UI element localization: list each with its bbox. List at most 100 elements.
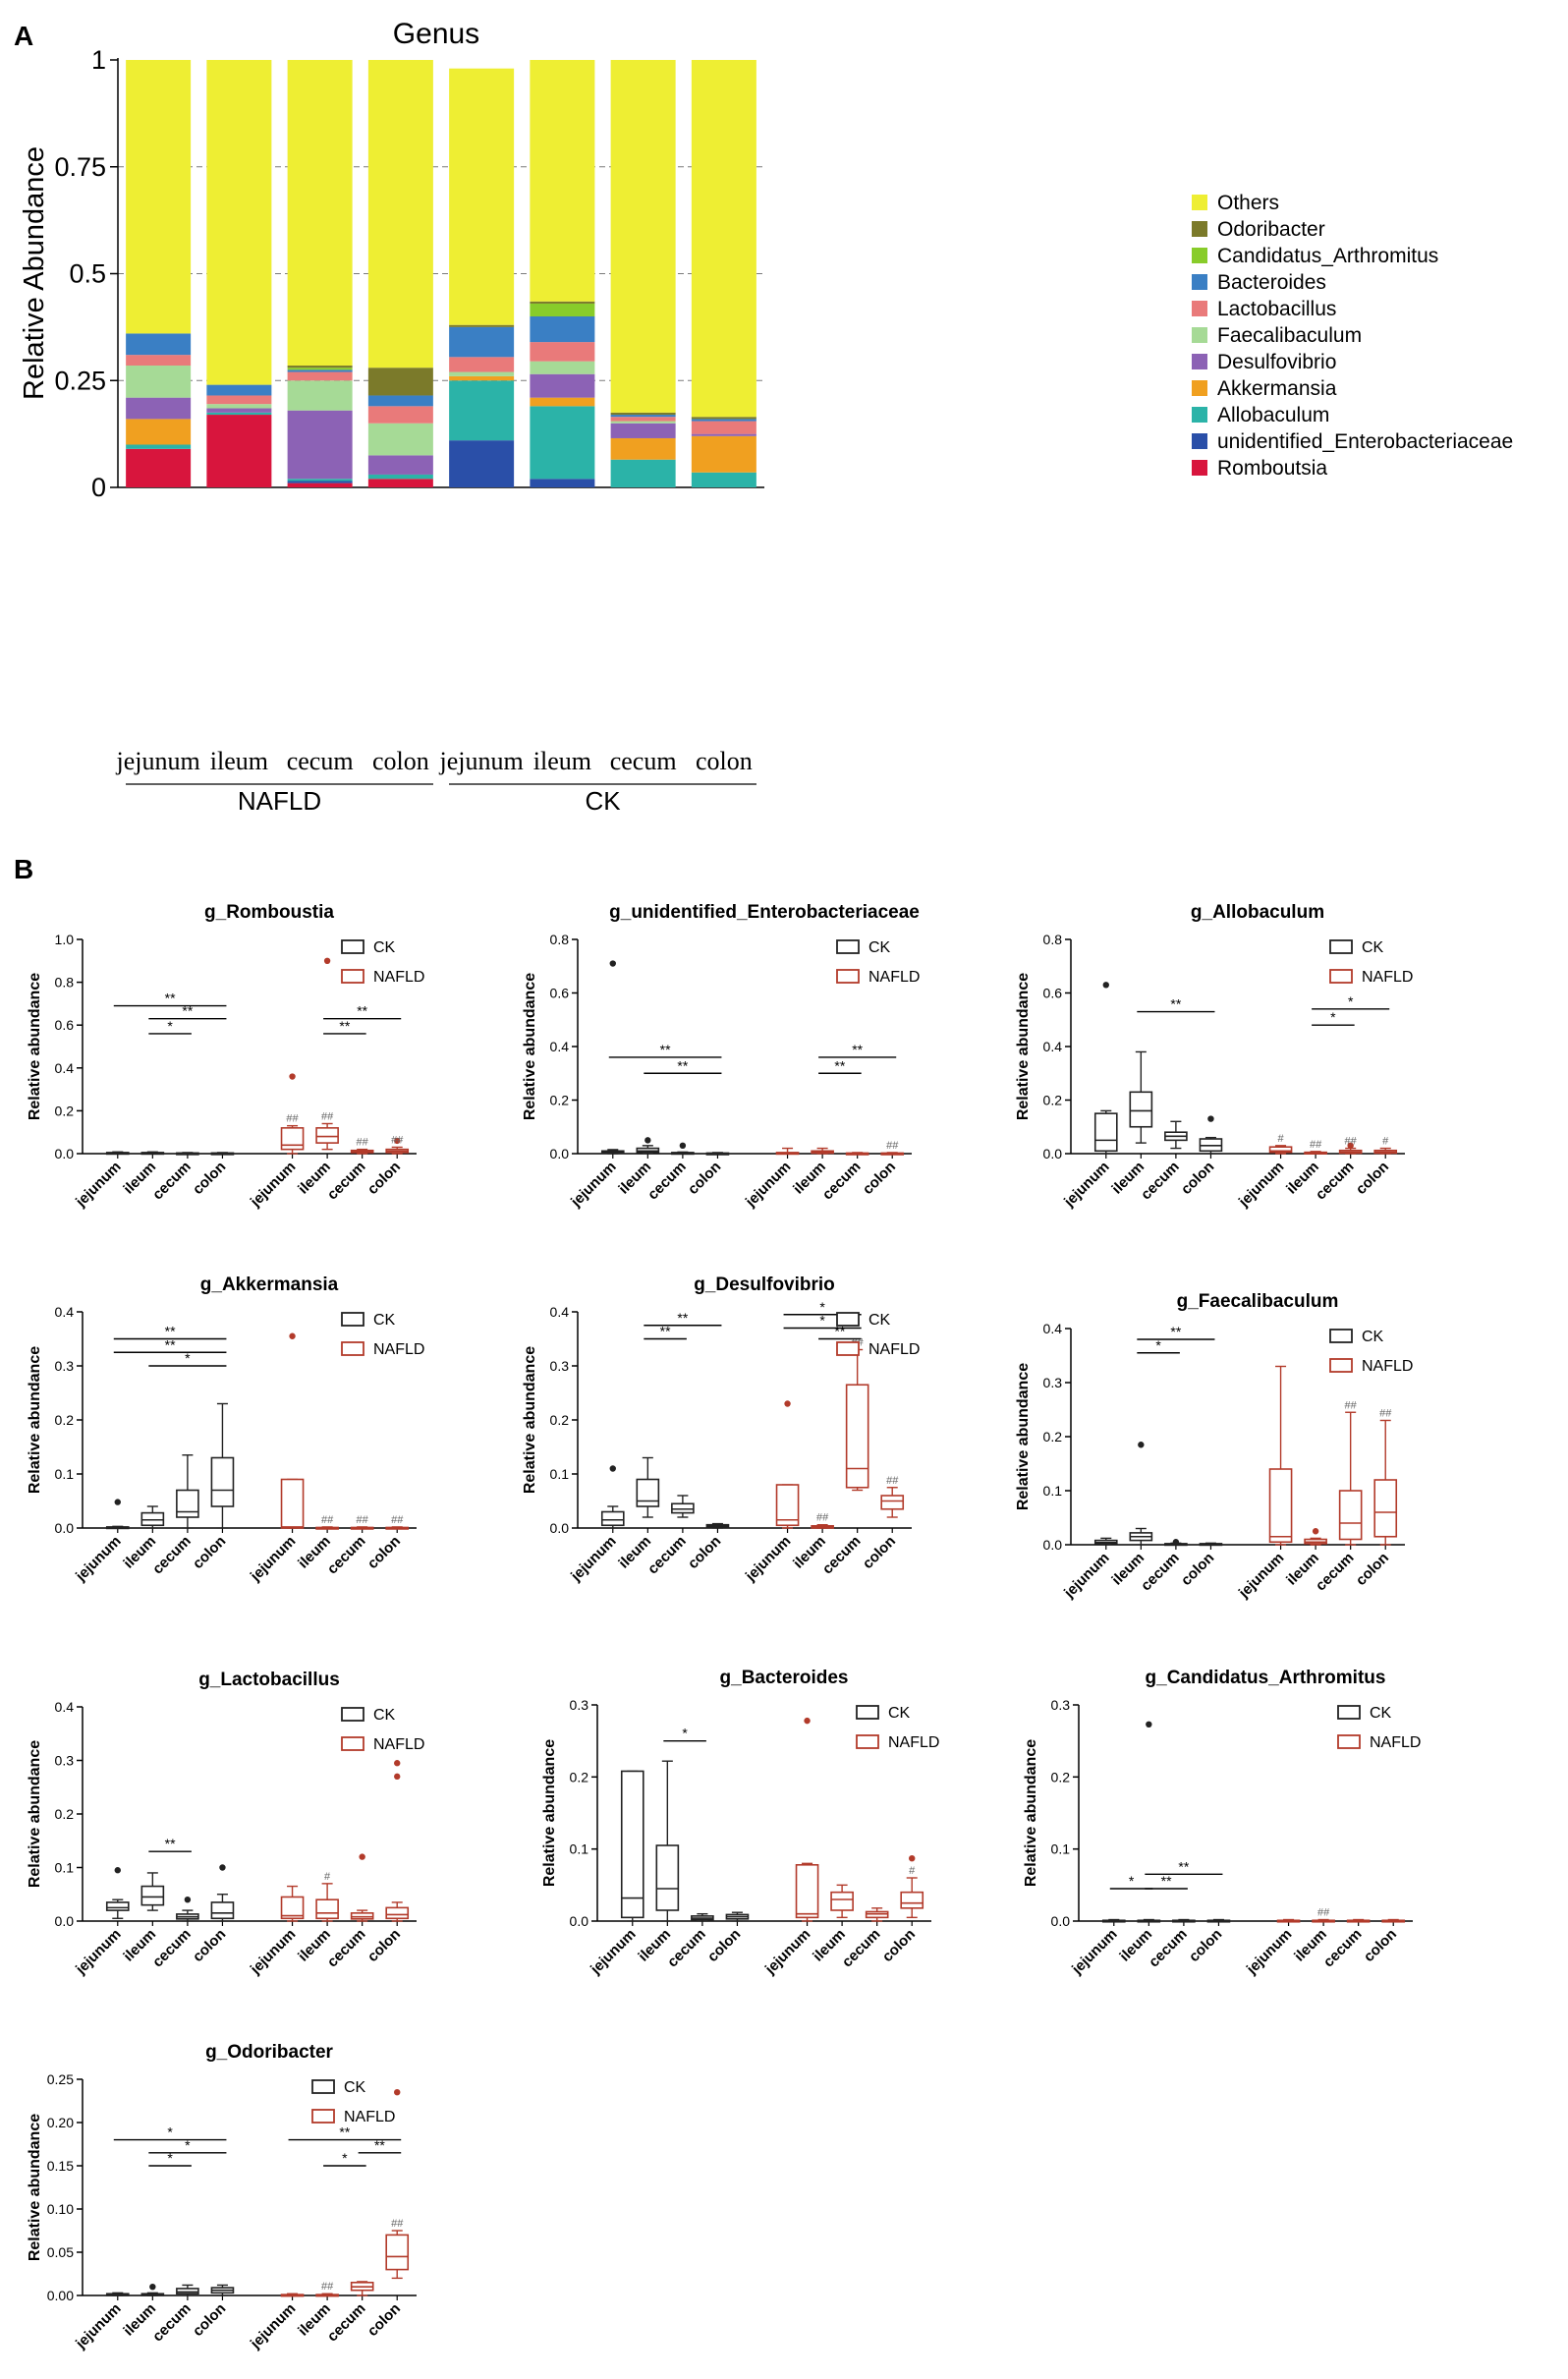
box	[280, 1478, 305, 1529]
y-axis-label: Relative Abundance	[19, 146, 50, 400]
outlier-point	[609, 1465, 616, 1472]
box	[600, 1510, 625, 1527]
box-plot-g-odoribacter: g_Odoribacter Relative abundance 0.00 0.05 0…	[27, 2042, 417, 2352]
x-tick-label: colon	[364, 2300, 404, 2340]
significance-mark: ##	[357, 1514, 369, 1526]
box	[655, 1844, 680, 1911]
panel-label-a: A	[14, 21, 33, 51]
x-tick-label: colon	[1186, 1926, 1225, 1965]
significance-label: **	[165, 991, 176, 1006]
plot-title: g_Akkermansia	[200, 1274, 339, 1295]
x-tick-label: cecum	[819, 1533, 865, 1578]
significance-mark: ##	[1317, 1907, 1330, 1919]
box	[176, 1489, 199, 1518]
x-tick-label: cecum	[1146, 1926, 1191, 1971]
x-tick-label: jejunum	[247, 1533, 299, 1585]
significance-label: **	[834, 1324, 845, 1339]
box-plot-g-candidatus-arthromitus: g_Candidatus_Arthromitus Relative abundan…	[1023, 1668, 1421, 1978]
box	[105, 1901, 130, 1911]
legend-swatch	[1192, 407, 1207, 423]
y-tick-label: 0.1	[1051, 1841, 1071, 1857]
legend-swatch	[836, 969, 860, 984]
bar-segment-desulfovibrio	[367, 455, 433, 475]
outlier-point	[394, 1137, 401, 1145]
x-tick-label: jejunum	[72, 1533, 124, 1585]
bar-segment-allobaculum	[530, 406, 595, 480]
legend-item: Desulfovibrio	[1217, 351, 1336, 373]
y-tick-label: 0.3	[1043, 1375, 1063, 1390]
significance-label: **	[1170, 996, 1181, 1012]
bar-segment-odoribacter	[691, 417, 756, 420]
x-tick-label: cecum	[1138, 1159, 1183, 1204]
outlier-point	[1172, 1539, 1180, 1546]
bar-segment-allobaculum	[610, 459, 676, 487]
bar-segment-others	[367, 60, 433, 368]
legend-item: CK	[868, 939, 891, 956]
y-tick-label: 0.1	[55, 1860, 75, 1876]
y-tick-label: 0.0	[550, 1520, 570, 1536]
outlier-point	[149, 2284, 156, 2291]
y-tick-label: 1	[91, 45, 106, 75]
bar-segment-faecalibaculum	[206, 404, 272, 409]
legend-item: NAFLD	[373, 1341, 424, 1358]
legend-item: Romboutsia	[1217, 457, 1327, 480]
group-label: CK	[585, 786, 621, 816]
x-tick-label: colon	[1178, 1159, 1217, 1198]
bar-segment-others	[449, 68, 515, 325]
plot-title: g_Faecalibaculum	[1177, 1291, 1339, 1312]
legend-swatch	[341, 1707, 364, 1722]
legend-swatch	[1329, 1329, 1353, 1343]
y-tick-label: 0.4	[1043, 1039, 1063, 1054]
x-tick-label: jejunum	[1235, 1550, 1287, 1602]
y-tick-label: 0.15	[47, 2158, 74, 2174]
bar-segment-lactobacillus	[691, 421, 756, 434]
bar-segment-allobaculum	[126, 444, 192, 449]
outlier-point	[609, 960, 616, 967]
x-tick-label: cecum	[149, 1159, 195, 1204]
x-tick-label: jejunum	[742, 1159, 794, 1211]
box	[280, 1127, 305, 1151]
box-plot-g-romboustia: g_Romboustia Relative abundance 0.0 0.2 0.4 0…	[27, 902, 424, 1211]
x-tick-label: jejunum	[742, 1533, 794, 1585]
y-tick-label: 0.0	[55, 1520, 75, 1536]
chart-title: Genus	[393, 18, 479, 50]
significance-mark: #	[1277, 1133, 1284, 1145]
y-tick-label: 0.1	[570, 1841, 589, 1857]
significance-label: *	[1155, 1337, 1161, 1353]
legend-swatch	[1329, 1358, 1353, 1373]
x-tick-label: colon	[1353, 1550, 1392, 1589]
legend-swatch	[1329, 939, 1353, 954]
outlier-point	[679, 1142, 687, 1150]
significance-label: **	[677, 1310, 688, 1326]
box-plot-g-bacteroides: g_Bacteroides Relative abundance 0.0 0.1 0.2…	[541, 1668, 939, 1978]
legend-item: CK	[373, 1312, 396, 1329]
legend-swatch	[1192, 380, 1207, 396]
outlier-point	[323, 957, 331, 964]
x-tick-label: jejunum	[247, 2300, 299, 2352]
bar-segment-akkermansia	[691, 435, 756, 473]
legend-item: NAFLD	[1362, 969, 1413, 986]
legend-item: CK	[1362, 1329, 1384, 1345]
bar-segment-desulfovibrio	[206, 408, 272, 413]
legend-item: Odoribacter	[1217, 218, 1325, 241]
x-tick-label: jejunum	[72, 1159, 124, 1211]
legend-swatch	[1192, 354, 1207, 369]
legend-item: Akkermansia	[1217, 377, 1337, 400]
legend-swatch	[1192, 460, 1207, 476]
bar-segment-allobaculum	[449, 380, 515, 441]
bar-segment-unidentified_enterobacteriaceae	[530, 479, 595, 487]
bar-segment-faecalibaculum	[126, 366, 192, 398]
x-tick-label: cecum	[1138, 1550, 1183, 1595]
legend-swatch	[341, 969, 364, 984]
bar-segment-desulfovibrio	[287, 410, 353, 480]
significance-label: **	[1178, 1858, 1189, 1874]
y-tick-label: 0.75	[54, 152, 106, 182]
legend-item: CK	[888, 1705, 911, 1722]
bar-segment-romboutsia	[206, 415, 272, 487]
significance-mark: ##	[1310, 1139, 1322, 1151]
significance-label: *	[185, 2137, 191, 2153]
outlier-point	[114, 1499, 121, 1505]
significance-label: **	[1170, 1324, 1181, 1339]
plot-title: g_Lactobacillus	[198, 1670, 340, 1690]
x-tick-label: cecum	[839, 1926, 884, 1971]
